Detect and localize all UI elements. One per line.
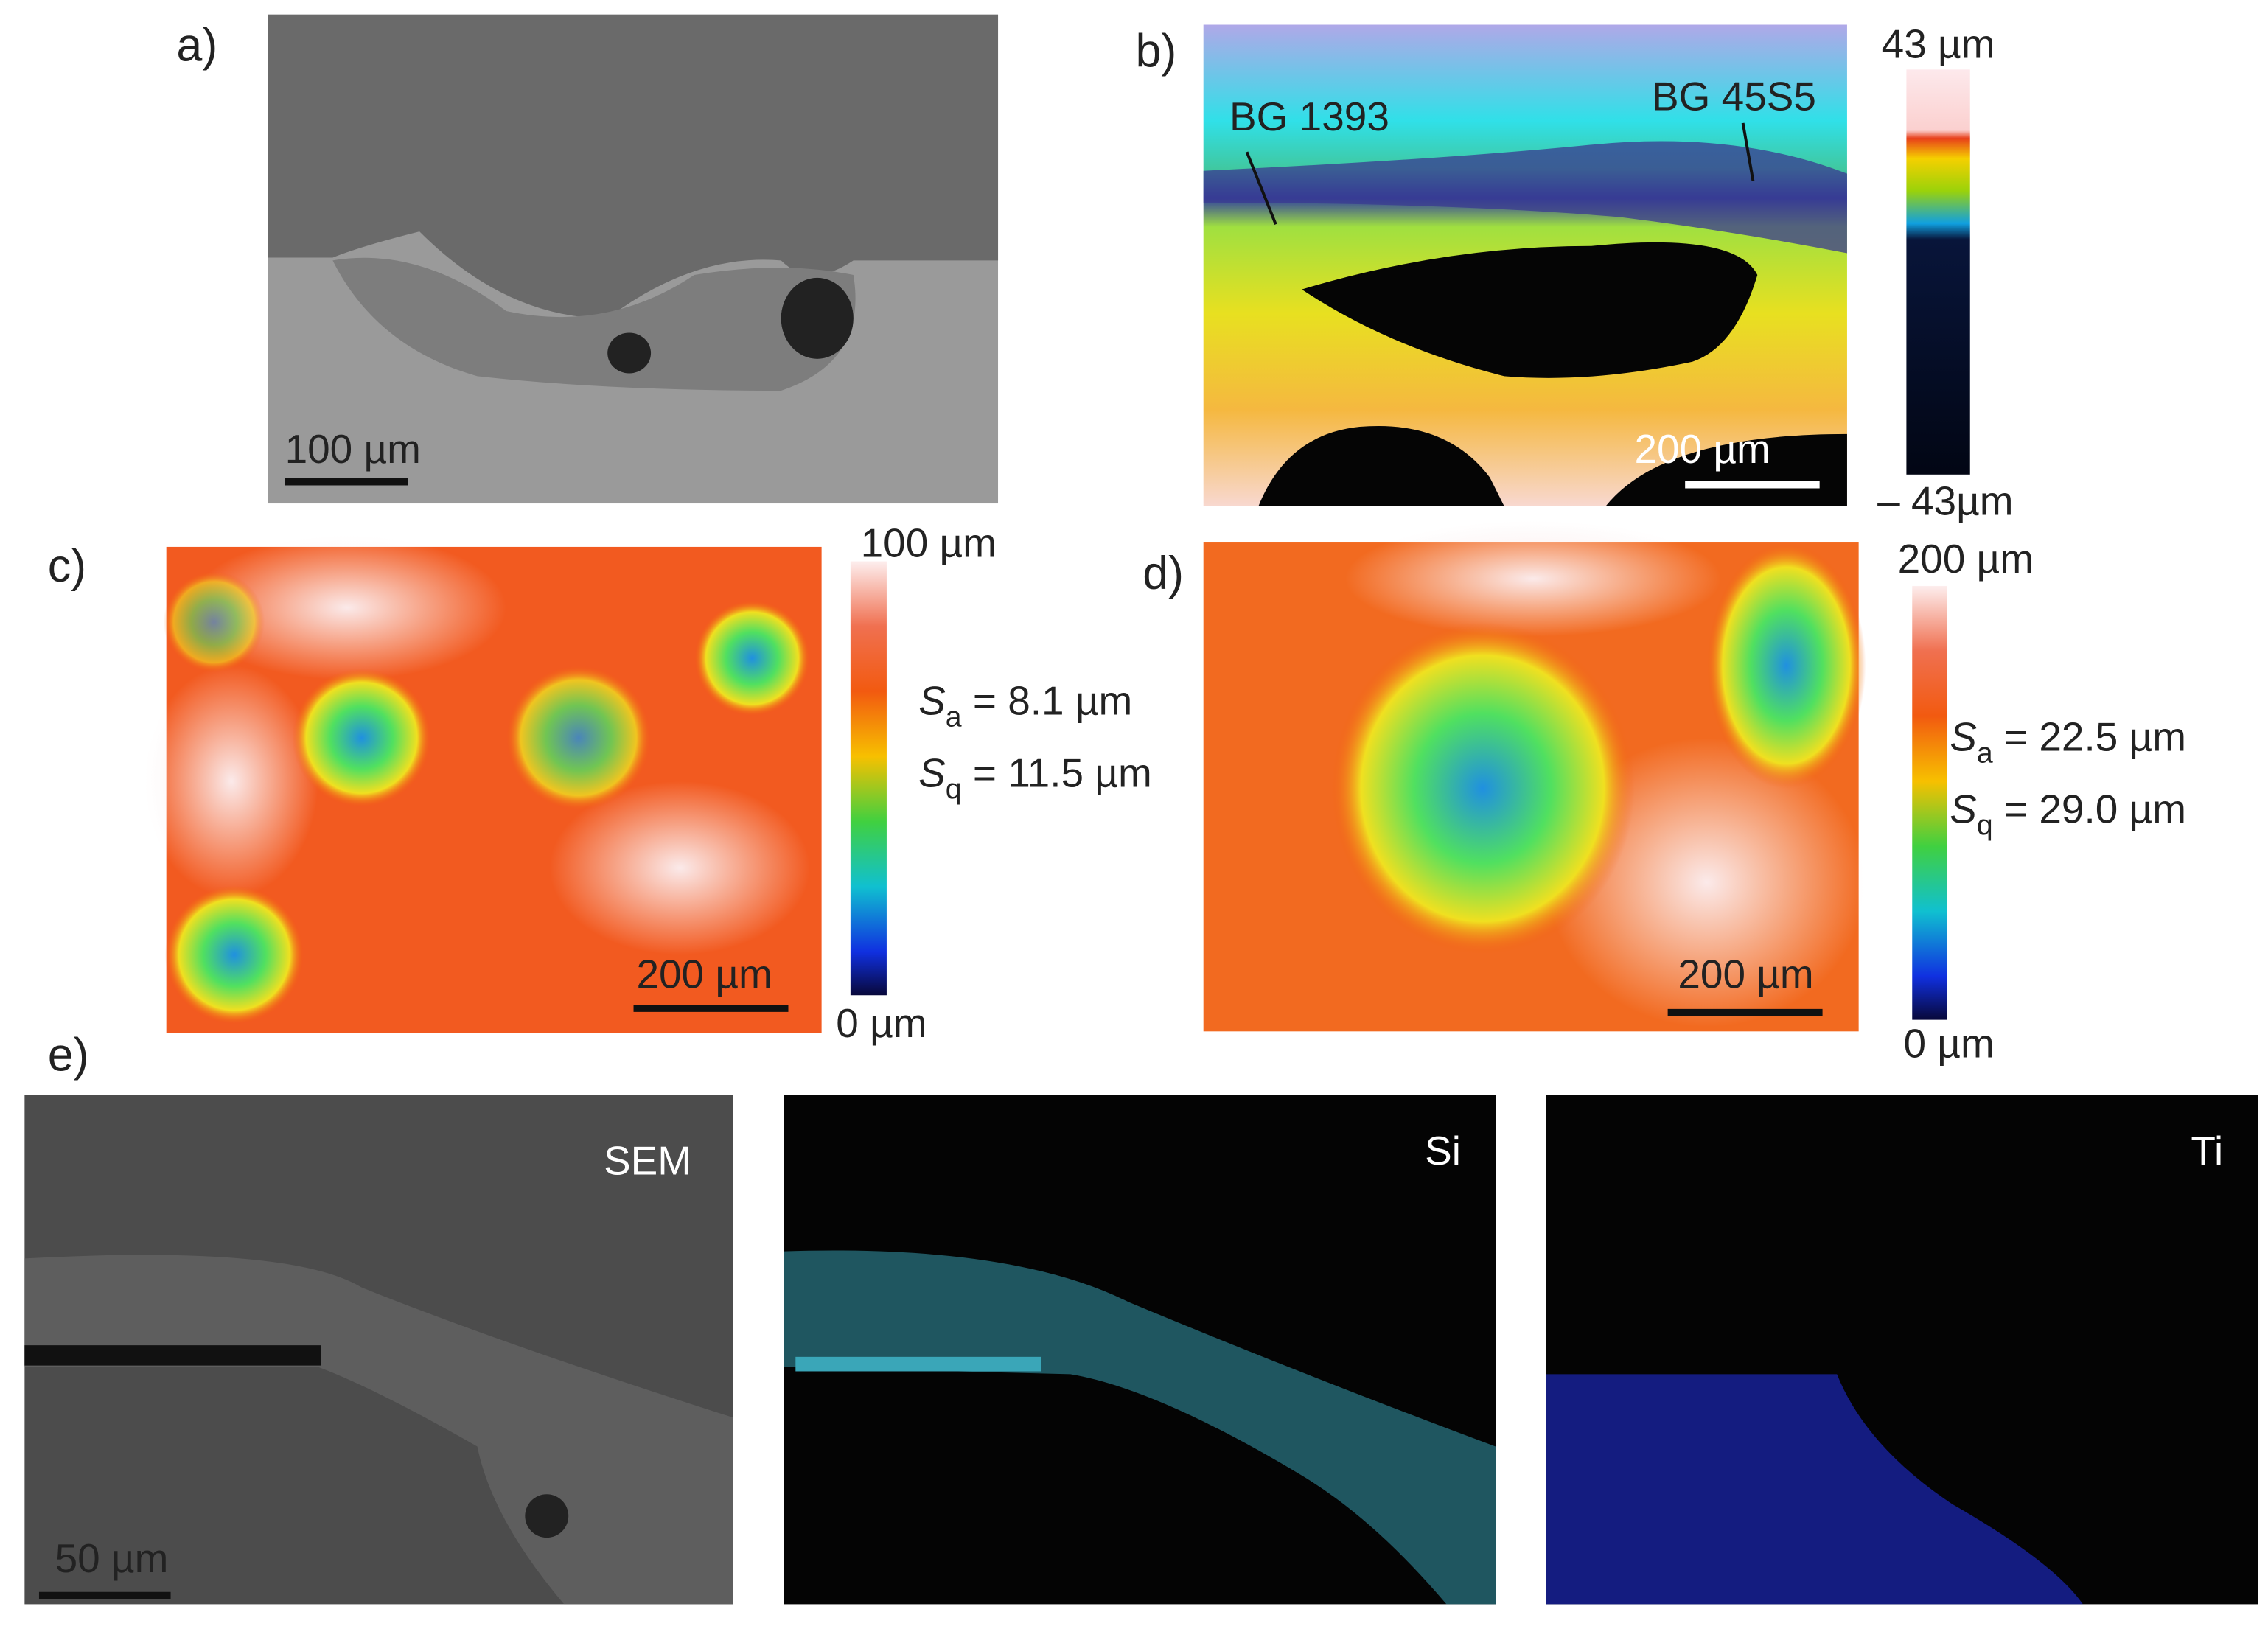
map-region bbox=[1706, 542, 1866, 789]
colorbar bbox=[1912, 585, 1947, 1020]
scale-bar-label: 200 µm bbox=[1678, 951, 1813, 997]
panel-label: b) bbox=[1135, 25, 1176, 77]
micrograph-region bbox=[268, 14, 999, 318]
eds-region bbox=[795, 1356, 1041, 1372]
eds-region bbox=[1546, 1374, 2083, 1605]
micrograph-region bbox=[1203, 141, 1847, 254]
colorbar-max: 43 µm bbox=[1882, 21, 1995, 67]
map-label: Ti bbox=[2191, 1128, 2223, 1173]
map-region bbox=[549, 781, 810, 955]
scale-bar-label: 200 µm bbox=[636, 951, 772, 997]
annotation: BG 45S5 bbox=[1652, 73, 1816, 119]
subscript: q bbox=[1977, 809, 1993, 841]
map-region bbox=[1330, 621, 1635, 955]
value: = 8.1 µm bbox=[962, 678, 1133, 724]
colorbar-max: 200 µm bbox=[1898, 536, 2034, 582]
pore bbox=[781, 277, 854, 359]
panel-label: d) bbox=[1142, 548, 1184, 599]
symbol: S bbox=[1950, 714, 1977, 760]
map-region bbox=[144, 665, 318, 897]
subscript: q bbox=[946, 772, 962, 805]
value: = 22.5 µm bbox=[1993, 714, 2186, 760]
eds-region bbox=[784, 1250, 1496, 1605]
colorbar-min: 0 µm bbox=[1903, 1021, 1994, 1067]
colorbar bbox=[850, 561, 887, 996]
roughness: Sq = 11.5 µm bbox=[918, 750, 1152, 806]
map-region bbox=[694, 600, 810, 716]
scale-bar-label: 50 µm bbox=[55, 1535, 169, 1581]
micrograph-region bbox=[332, 257, 856, 391]
roughness: Sa = 8.1 µm bbox=[918, 678, 1132, 733]
map-region bbox=[1345, 520, 1722, 637]
scale-bar-label: 200 µm bbox=[1634, 426, 1770, 472]
subscript: a bbox=[946, 700, 962, 733]
map-label: SEM bbox=[604, 1138, 691, 1184]
map-region bbox=[292, 668, 431, 808]
map-label: Si bbox=[1425, 1128, 1461, 1173]
map-region bbox=[163, 571, 265, 673]
colorbar bbox=[1906, 69, 1970, 475]
map-region bbox=[506, 665, 652, 811]
void bbox=[1302, 242, 1758, 378]
symbol: S bbox=[918, 678, 946, 724]
colorbar-min: 0 µm bbox=[836, 1000, 927, 1046]
colorbar-min: – 43µm bbox=[1877, 478, 2013, 524]
pore bbox=[525, 1494, 569, 1538]
map-region bbox=[164, 885, 304, 1025]
subscript: a bbox=[1977, 736, 1993, 769]
symbol: S bbox=[918, 750, 946, 796]
panel-label: e) bbox=[48, 1029, 89, 1081]
value: = 29.0 µm bbox=[1993, 786, 2186, 832]
scale-bar-label: 100 µm bbox=[285, 426, 421, 472]
map-region bbox=[188, 535, 506, 680]
sem-region bbox=[24, 1345, 321, 1366]
symbol: S bbox=[1950, 786, 1977, 832]
panel-label: a) bbox=[176, 20, 217, 71]
annotation: BG 1393 bbox=[1229, 94, 1389, 139]
roughness: Sa = 22.5 µm bbox=[1950, 714, 2186, 770]
arrow bbox=[1245, 151, 1277, 226]
panel-label: c) bbox=[48, 540, 86, 592]
arrow bbox=[1741, 122, 1755, 181]
colorbar-max: 100 µm bbox=[861, 520, 997, 566]
value: = 11.5 µm bbox=[962, 750, 1152, 796]
pore bbox=[607, 332, 652, 374]
roughness: Sq = 29.0 µm bbox=[1950, 786, 2186, 842]
